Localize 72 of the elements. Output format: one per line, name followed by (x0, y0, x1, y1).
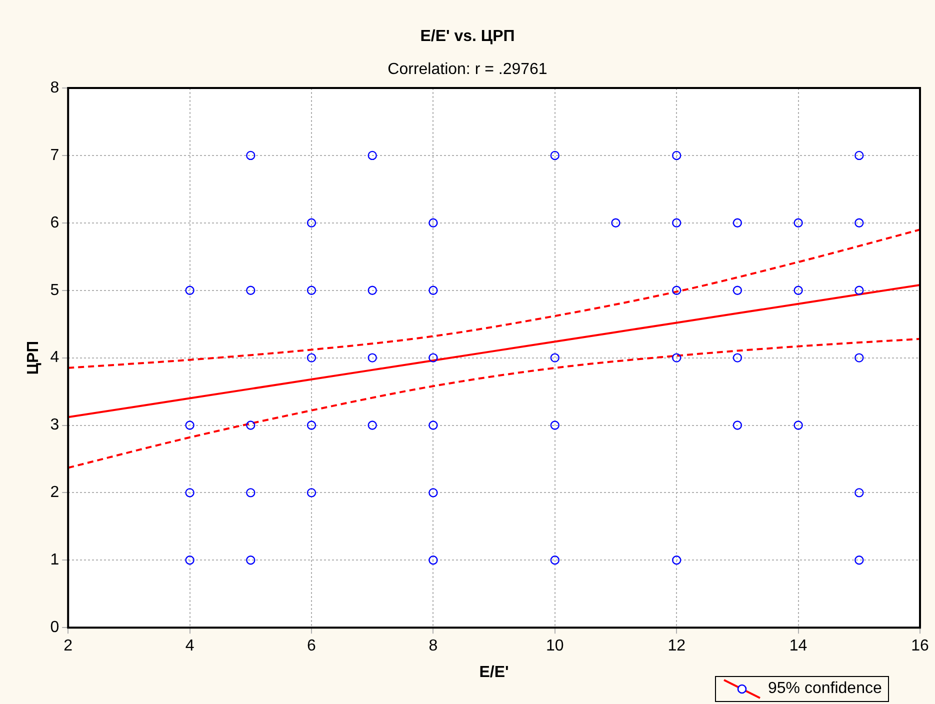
y-tick-label: 1 (50, 552, 60, 569)
point (246, 420, 256, 430)
y-tick-label: 2 (50, 484, 60, 502)
line-series (68, 284, 920, 418)
point (306, 218, 316, 228)
x-tick-label: 12 (668, 638, 686, 655)
y-tick-label: 4 (50, 349, 60, 366)
y-tick-label: 3 (50, 416, 60, 434)
y-tick-label: 0 (50, 619, 60, 636)
point (550, 150, 560, 160)
point (246, 556, 256, 565)
y-tick-label: 5 (50, 282, 60, 299)
point (611, 218, 620, 228)
point (185, 556, 194, 565)
y-axis-title: ЦРП (25, 340, 42, 375)
point (306, 420, 316, 430)
point (428, 556, 438, 565)
x-tick-label: 6 (307, 638, 316, 655)
point (246, 150, 256, 160)
point (428, 218, 438, 228)
point (854, 556, 864, 565)
x-tick-label: 10 (546, 638, 564, 655)
legend-label: 95% confidence (768, 680, 882, 698)
point (185, 286, 194, 295)
x-tick-label: 14 (789, 638, 808, 655)
point (854, 218, 864, 228)
point (794, 286, 803, 295)
point (794, 218, 803, 228)
point (672, 150, 682, 160)
point (854, 286, 864, 295)
point (306, 488, 316, 498)
point (368, 420, 377, 430)
point (428, 353, 438, 362)
point (732, 286, 742, 295)
point (368, 150, 377, 160)
point (732, 420, 742, 430)
line-series (68, 228, 920, 369)
line-series (68, 338, 920, 469)
point (854, 150, 864, 160)
chart-title: E/E' vs. ЦРП (419, 28, 516, 46)
x-axis-title: E/E' (479, 664, 509, 681)
point (428, 420, 438, 430)
chart-subtitle: Correlation: r = .29761 (386, 61, 548, 79)
point (854, 488, 864, 498)
x-tick-label: 2 (64, 638, 73, 655)
point (185, 420, 194, 430)
point (672, 286, 682, 295)
point (854, 353, 864, 362)
point (185, 488, 194, 498)
point (550, 556, 560, 565)
point (550, 353, 560, 362)
point (368, 353, 377, 362)
x-tick-label: 16 (911, 638, 929, 655)
point (550, 420, 560, 430)
point (794, 420, 803, 430)
point (246, 488, 256, 498)
x-tick-label: 8 (428, 638, 438, 655)
y-tick-label: 7 (50, 146, 60, 164)
point (428, 488, 438, 498)
point (732, 353, 742, 362)
x-tick-label: 4 (185, 638, 194, 655)
point (246, 286, 256, 295)
point (306, 286, 316, 295)
point (672, 218, 682, 228)
y-tick-label: 6 (50, 214, 60, 232)
point (672, 353, 682, 362)
point (368, 286, 377, 295)
point (732, 218, 742, 228)
point (672, 556, 682, 565)
y-tick-label: 8 (50, 79, 60, 96)
point (306, 353, 316, 362)
point (428, 286, 438, 295)
